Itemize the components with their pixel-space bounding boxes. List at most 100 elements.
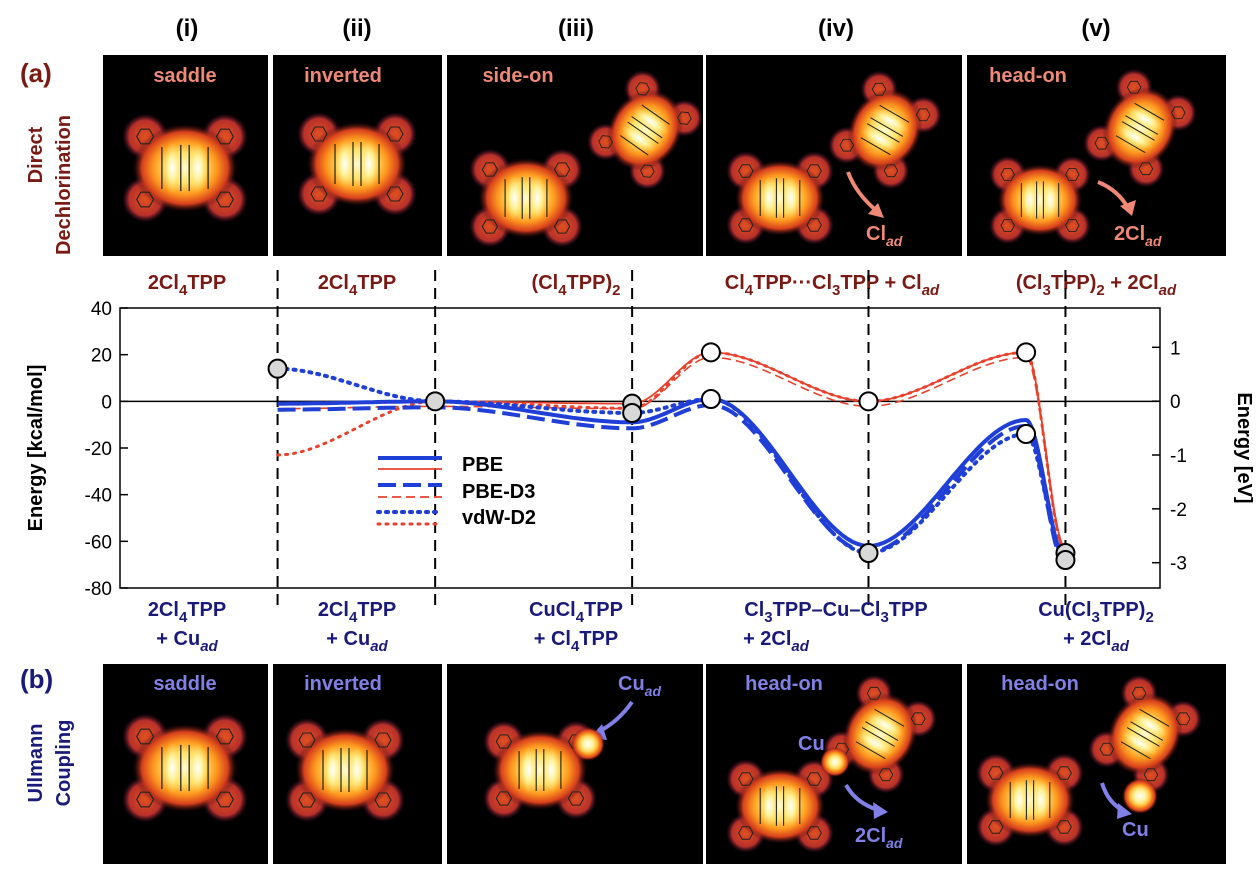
panel-a-divider-2 bbox=[442, 55, 447, 256]
energy-chart: 40 20 0 -20 -40 -60 -80 1 0 -1 -2 -3 Energy [kcal/… bbox=[25, 270, 1255, 610]
molecule-v-2 bbox=[1083, 68, 1197, 188]
panel-b-species-label-part: Cl bbox=[744, 599, 764, 621]
panel-b-cu-arrowhead-v bbox=[1117, 803, 1132, 819]
molecule-ring bbox=[1143, 768, 1159, 782]
column-header-iv: (iv) bbox=[818, 15, 854, 42]
molecule-core bbox=[1107, 693, 1183, 775]
molecule-lobe bbox=[760, 176, 779, 220]
panel-a-image-label-side-on: side-on bbox=[482, 65, 553, 87]
panel-b-species-label-part: TPP bbox=[357, 599, 396, 621]
y-tick-label: 40 bbox=[91, 299, 112, 320]
molecule-core bbox=[478, 158, 574, 238]
molecule-ring bbox=[1138, 162, 1154, 176]
molecule-lobe bbox=[161, 742, 183, 794]
molecule-ring bbox=[988, 766, 1004, 780]
panel-a-cl-arrowhead bbox=[868, 203, 884, 218]
molecule-b-v-1 bbox=[976, 753, 1084, 847]
molecule-ring bbox=[1000, 219, 1016, 232]
molecule-bond bbox=[866, 123, 900, 143]
y-tick-label: -20 bbox=[85, 439, 112, 460]
molecule-lobe bbox=[871, 108, 909, 134]
molecule-ring bbox=[136, 728, 155, 745]
molecule-bond bbox=[1115, 135, 1146, 154]
y-tick-label: -60 bbox=[85, 532, 112, 553]
molecule-ring bbox=[738, 826, 754, 840]
panel-b-species-label: Cl3TPP–Cu–Cl3TPP bbox=[744, 599, 927, 626]
molecule-ring bbox=[806, 164, 822, 178]
y-axis-right: 1 0 -1 -2 -3 bbox=[1152, 338, 1187, 575]
marker-transition-state bbox=[700, 342, 721, 363]
molecule-b-iii bbox=[483, 720, 597, 820]
y-right-tick-label: -3 bbox=[1170, 554, 1187, 575]
y-axis-label-right: Energy [eV] bbox=[1233, 392, 1255, 503]
molecule-b-saddle bbox=[122, 713, 248, 823]
marker-transition-state bbox=[700, 389, 721, 409]
molecule-ring bbox=[988, 820, 1004, 834]
molecule-ring bbox=[806, 218, 822, 232]
panel-b-divider-4 bbox=[962, 664, 967, 864]
molecule-lobe bbox=[1010, 778, 1029, 822]
panel-a-image-label-inverted: inverted bbox=[304, 65, 382, 87]
y-tick-label: 0 bbox=[101, 392, 112, 413]
molecule-ring bbox=[136, 791, 155, 808]
panel-b-image-label-head-on-v: head-on bbox=[1001, 673, 1079, 695]
molecule-ring bbox=[298, 792, 316, 808]
molecule-lobe bbox=[866, 712, 904, 738]
panel-a-side-label-2: Dechlorination bbox=[53, 115, 75, 255]
molecule-core bbox=[842, 693, 918, 775]
panel-b-species-label-2-part: 4 bbox=[571, 638, 580, 655]
panel-b-species-label-2-part: ad bbox=[200, 638, 218, 655]
molecule-inverted bbox=[297, 112, 417, 216]
molecule-core bbox=[492, 730, 588, 810]
chart-legend: PBE PBE-D3 vdW-D2 bbox=[376, 454, 536, 529]
molecule-ring bbox=[136, 191, 155, 208]
y-right-tick-label: 0 bbox=[1170, 392, 1181, 413]
panel-b-cu-label-v: Cu bbox=[1122, 819, 1149, 841]
molecule-bond bbox=[1120, 741, 1151, 760]
panel-b-species-label-part: 4 bbox=[576, 609, 585, 626]
panel-b-species-label-2: + 2Clad bbox=[743, 628, 810, 655]
molecule-ring bbox=[215, 728, 234, 745]
molecule-ring bbox=[386, 126, 404, 142]
panel-a-species-label-part: 2Cl bbox=[318, 272, 349, 294]
molecule-ring bbox=[553, 162, 571, 177]
molecule-ring bbox=[215, 128, 234, 145]
molecule-core bbox=[735, 768, 825, 844]
panel-a-species-label-part: 4 bbox=[745, 282, 754, 299]
molecule-core bbox=[1102, 87, 1178, 169]
molecule-lobe bbox=[781, 176, 800, 220]
panel-b-species-label-2: + Cl4TPP bbox=[534, 628, 619, 655]
molecule-core bbox=[295, 728, 395, 812]
column-header-v: (v) bbox=[1081, 15, 1110, 42]
y-tick-label: -40 bbox=[85, 486, 112, 507]
panel-b-divider-1 bbox=[268, 664, 273, 864]
molecule-ring bbox=[878, 768, 894, 782]
molecule-ring bbox=[1064, 168, 1080, 181]
panel-b-species-label-2: + Cuad bbox=[326, 628, 388, 655]
molecule-core bbox=[307, 122, 407, 206]
molecule-lobe bbox=[1021, 179, 1039, 221]
molecule-iv-2 bbox=[828, 70, 942, 190]
molecule-lobe bbox=[335, 140, 355, 188]
molecule-ring bbox=[298, 732, 316, 748]
panel-a-species-label-part: ad bbox=[1159, 282, 1177, 299]
marker-transition-state bbox=[1016, 424, 1037, 444]
molecule-lobe bbox=[161, 142, 183, 194]
molecule-ring bbox=[635, 82, 651, 96]
panel-b-species-label-2-part: TPP bbox=[579, 628, 618, 650]
molecule-ring bbox=[495, 791, 513, 806]
panel-b-species-label-part: CuCl bbox=[529, 599, 576, 621]
molecule-bond bbox=[865, 721, 899, 741]
panel-b-species-label-2-part: + 2Cl bbox=[1063, 628, 1111, 650]
panel-b-image-label-inverted: inverted bbox=[304, 673, 382, 695]
panel-a-side-label-1: Direct bbox=[25, 126, 47, 183]
molecule-lobe bbox=[1041, 179, 1059, 221]
molecule-ring bbox=[1099, 742, 1115, 756]
panel-a-divider-4 bbox=[962, 55, 967, 256]
panel-a-images: saddle inverted side-on head-on Clad 2Cl… bbox=[103, 55, 1226, 256]
molecule-core bbox=[985, 762, 1075, 838]
panel-a-species-label-part: TPP) bbox=[567, 272, 613, 294]
panel-b-species-label-part: TPP) bbox=[1100, 599, 1146, 621]
panel-a-species-label: Cl4TPP···Cl3TPP + Clad bbox=[725, 272, 940, 299]
